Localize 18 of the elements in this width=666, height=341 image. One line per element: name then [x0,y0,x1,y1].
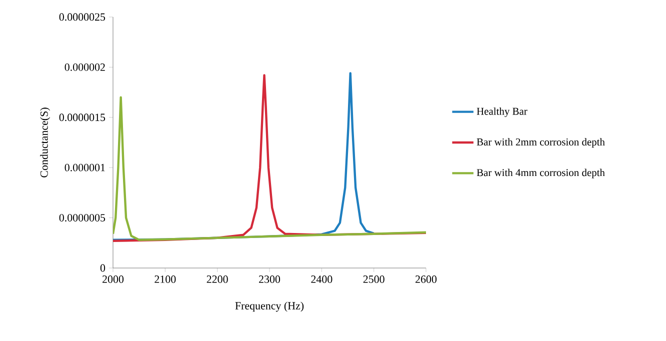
y-tick-label: 0 [100,264,106,272]
y-tick-label: 0.000001 [64,164,105,172]
y-tick-label: 0.000002 [64,63,105,71]
y-tick-label: 0.0000005 [59,214,106,222]
x-tick-label: 2400 [311,276,332,283]
legend-label: Bar with 2mm corrosion depth [476,138,605,148]
x-axis-title: Frequency (Hz) [235,302,304,312]
x-tick-label: 2500 [363,276,384,283]
x-tick-label: 2000 [102,276,124,283]
legend-label: Healthy Bar [476,107,528,117]
y-tick-label: 0.0000025 [59,13,106,21]
y-axis-title: Conductance(S) [40,108,50,178]
legend-label: Bar with 4mm corrosion depth [476,168,605,178]
y-tick-label: 0.0000015 [59,114,106,122]
x-tick-label: 2600 [416,276,437,283]
x-tick-label: 2200 [206,276,228,283]
x-tick-label: 2300 [259,276,280,283]
x-tick-label: 2100 [154,276,176,283]
